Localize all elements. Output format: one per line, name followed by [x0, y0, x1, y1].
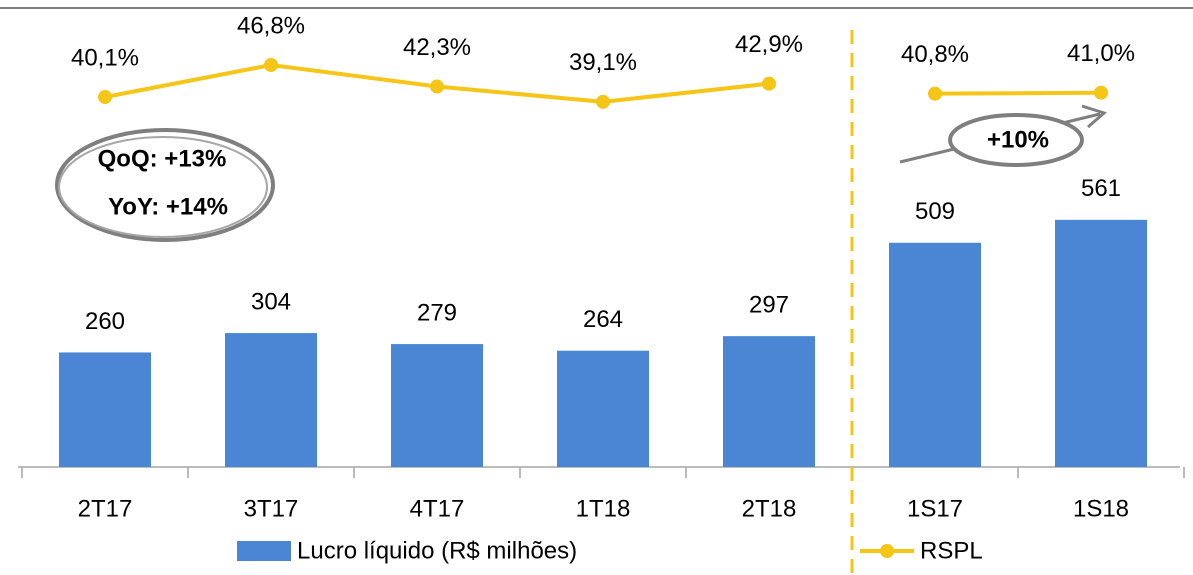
data-label: 40,1% [71, 44, 139, 71]
data-label: 41,0% [1067, 40, 1135, 67]
bar [889, 242, 981, 467]
data-label: 304 [251, 288, 291, 315]
legend-label: Lucro líquido (R$ milhões) [297, 537, 577, 564]
annotation: YoY: +14% [108, 193, 228, 220]
line-point [430, 79, 444, 94]
data-label: 40,8% [901, 41, 969, 68]
x-tick-label: 2T17 [78, 495, 133, 522]
x-tick-label: 4T17 [410, 495, 465, 522]
data-label: 46,8% [237, 12, 305, 39]
line-point [264, 58, 278, 73]
data-label: 297 [749, 291, 789, 318]
x-tick-label: 1S18 [1073, 495, 1129, 522]
legend-label: RSPL [920, 537, 983, 564]
bar [557, 350, 649, 467]
line-point [928, 86, 942, 101]
legend-swatch [880, 544, 894, 558]
data-label: 42,9% [735, 31, 803, 58]
bar [59, 352, 151, 467]
callout-ellipse [58, 136, 268, 238]
line-point [762, 76, 776, 91]
line-point [98, 90, 112, 105]
data-label: 509 [915, 198, 955, 225]
data-label: 42,3% [403, 34, 471, 61]
callout-ellipse [948, 113, 1084, 167]
x-tick-label: 1T18 [576, 495, 631, 522]
data-label: 264 [583, 306, 623, 333]
bar [723, 336, 815, 467]
line-point [596, 94, 610, 109]
x-tick-label: 3T17 [244, 495, 299, 522]
legend-swatch [237, 541, 291, 561]
data-label: 260 [85, 308, 125, 335]
annotation: +10% [987, 126, 1049, 153]
x-tick-label: 1S17 [907, 495, 963, 522]
x-tick-label: 2T18 [742, 495, 797, 522]
bar [225, 333, 317, 467]
arrow-head [1081, 104, 1107, 129]
data-label: 279 [417, 299, 457, 326]
data-label: 561 [1081, 175, 1121, 202]
callout-ellipse [55, 128, 275, 242]
bar [391, 344, 483, 467]
annotation: QoQ: +13% [98, 145, 227, 172]
data-label: 39,1% [569, 49, 637, 76]
line-point [1094, 85, 1108, 100]
line [934, 90, 1102, 96]
bar [1055, 219, 1147, 467]
